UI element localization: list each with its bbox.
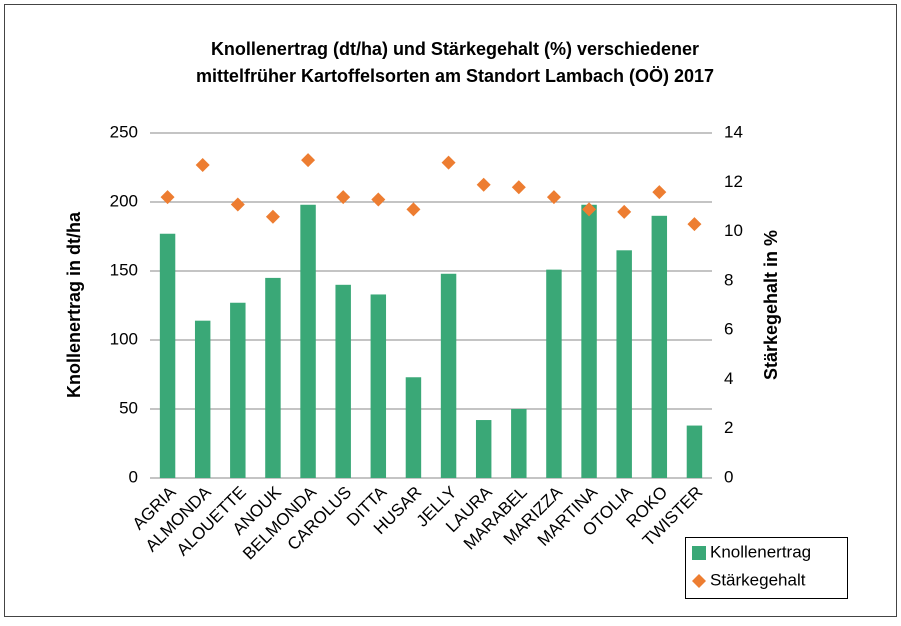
marker	[265, 209, 280, 224]
y-tick-label: 100	[110, 329, 138, 348]
marker	[546, 190, 561, 205]
bar	[440, 273, 457, 478]
bar	[370, 294, 387, 478]
y-tick-label: 50	[119, 398, 138, 417]
bar	[194, 320, 211, 478]
legend-swatch	[692, 574, 706, 588]
marker	[371, 192, 386, 207]
bar	[300, 204, 316, 478]
chart-title: Knollenertrag (dt/ha) und Stärkegehalt (…	[211, 39, 699, 59]
marker	[652, 185, 667, 200]
marker	[511, 180, 526, 195]
bar	[335, 284, 351, 478]
y2-axis-label: Stärkegehalt in %	[761, 230, 781, 380]
bar	[159, 233, 176, 478]
marker	[336, 190, 351, 205]
y2-tick-label: 0	[724, 467, 733, 486]
legend-box	[685, 537, 848, 599]
marker	[230, 197, 245, 212]
marker	[476, 177, 491, 192]
bar	[651, 215, 668, 479]
y2-tick-label: 10	[724, 221, 743, 240]
legend-label: Knollenertrag	[710, 542, 811, 561]
marker	[687, 217, 702, 232]
marker	[441, 155, 456, 170]
bar	[405, 377, 422, 478]
chart-title: mittelfrüher Kartoffelsorten am Standort…	[196, 66, 714, 86]
y2-tick-label: 2	[724, 418, 733, 437]
y-axis-label: Knollenertrag in dt/ha	[64, 211, 84, 398]
y-tick-label: 150	[110, 260, 138, 279]
marker	[160, 190, 175, 205]
bar	[511, 409, 527, 478]
bar	[265, 277, 281, 478]
bar	[546, 269, 562, 478]
marker	[195, 158, 210, 173]
marker	[582, 202, 597, 217]
bar	[581, 204, 597, 478]
marker	[406, 202, 421, 217]
bar	[230, 302, 246, 478]
y2-tick-label: 14	[724, 122, 743, 141]
bar	[686, 425, 703, 478]
marker	[301, 153, 316, 168]
bar	[616, 250, 632, 478]
y2-tick-label: 8	[724, 270, 733, 289]
marker	[617, 204, 632, 219]
y2-tick-label: 6	[724, 320, 733, 339]
legend-swatch	[692, 546, 706, 560]
y-tick-label: 250	[110, 122, 138, 141]
y2-tick-label: 4	[724, 369, 733, 388]
y-tick-label: 0	[129, 467, 138, 486]
y-tick-label: 200	[110, 191, 138, 210]
bar	[475, 420, 492, 478]
y2-tick-label: 12	[724, 172, 743, 191]
legend-label: Stärkegehalt	[710, 570, 806, 589]
